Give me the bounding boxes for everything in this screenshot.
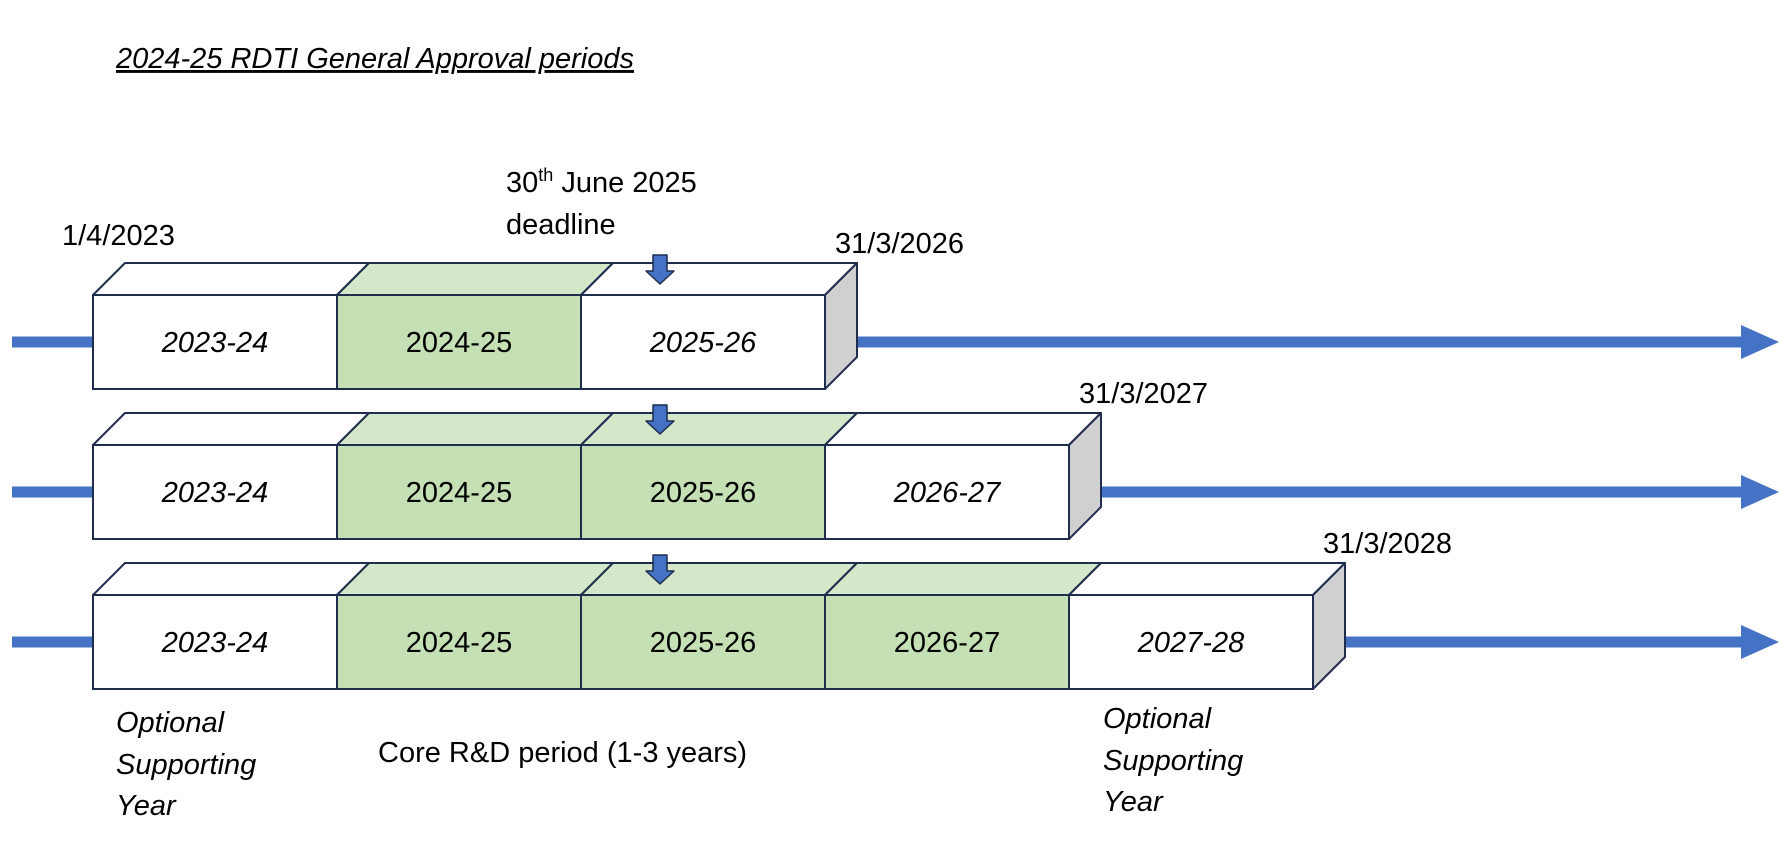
timeline-row: 2023-24 2024-25 2025-26 2026-27 31/3/2027 xyxy=(12,378,1779,540)
core-year-segment xyxy=(336,294,582,390)
year-label: 2027-28 xyxy=(1137,627,1244,659)
supporting-year-top xyxy=(1068,562,1346,596)
supporting-year-segment xyxy=(1068,594,1314,690)
supporting-year-top xyxy=(580,262,858,296)
right-optional-line: Supporting xyxy=(1103,745,1243,777)
left-optional-year-label: Optional Supporting Year xyxy=(116,707,264,822)
year-label: 2024-25 xyxy=(406,327,512,359)
supporting-year-top xyxy=(92,262,370,296)
year-label: 2025-26 xyxy=(650,627,756,659)
timeline-row: 2023-24 2024-25 2025-26 31/3/2026 xyxy=(12,228,1779,390)
end-date-label: 31/3/2028 xyxy=(1323,528,1452,560)
timeline-arrowhead xyxy=(1741,325,1779,359)
year-label: 2025-26 xyxy=(649,327,757,359)
core-year-top xyxy=(580,562,858,596)
end-date-label: 31/3/2027 xyxy=(1079,378,1208,410)
timeline-arrowhead xyxy=(1741,475,1779,509)
core-year-top xyxy=(336,562,614,596)
deadline-down-arrow xyxy=(645,254,675,285)
diagram-title: 2024-25 RDTI General Approval periods xyxy=(115,43,634,75)
end-date-label: 31/3/2026 xyxy=(835,228,964,260)
supporting-year-segment xyxy=(92,294,338,390)
box-end-face xyxy=(824,262,858,390)
box-end-face xyxy=(1312,562,1346,690)
right-optional-line: Optional xyxy=(1103,703,1213,735)
year-label: 2026-27 xyxy=(893,477,1002,509)
left-optional-line: Optional xyxy=(116,707,226,739)
timeline-arrowhead xyxy=(1741,625,1779,659)
deadline-down-arrow xyxy=(645,554,675,585)
year-label: 2024-25 xyxy=(406,627,512,659)
supporting-year-top xyxy=(824,412,1102,446)
right-optional-year-label: Optional Supporting Year xyxy=(1103,703,1251,818)
deadline-label: 30th June 2025 xyxy=(506,165,697,199)
deadline-down-arrow xyxy=(645,404,675,435)
deadline-month-year: June 2025 xyxy=(553,167,697,199)
core-year-segment xyxy=(336,444,582,540)
supporting-year-segment xyxy=(92,444,338,540)
core-year-top xyxy=(336,262,614,296)
year-label: 2023-24 xyxy=(161,627,268,659)
core-year-top xyxy=(824,562,1102,596)
year-label: 2025-26 xyxy=(650,477,756,509)
left-optional-line: Supporting xyxy=(116,749,256,781)
core-year-segment xyxy=(580,594,826,690)
start-date-label: 1/4/2023 xyxy=(62,220,175,252)
core-year-segment xyxy=(336,594,582,690)
deadline-day: 30 xyxy=(506,167,538,199)
year-label: 2024-25 xyxy=(406,477,512,509)
core-period-label: Core R&D period (1-3 years) xyxy=(378,737,747,769)
core-year-top xyxy=(580,412,858,446)
right-optional-line: Year xyxy=(1103,786,1164,818)
year-label: 2023-24 xyxy=(161,327,268,359)
deadline-word: deadline xyxy=(506,209,616,241)
supporting-year-top xyxy=(92,562,370,596)
box-end-face xyxy=(1068,412,1102,540)
year-label: 2026-27 xyxy=(894,627,1000,659)
core-year-top xyxy=(336,412,614,446)
year-label: 2023-24 xyxy=(161,477,268,509)
core-year-segment xyxy=(580,444,826,540)
core-year-segment xyxy=(824,594,1070,690)
timeline-row: 2023-24 2024-25 2025-26 2026-27 2027-28 31/3/… xyxy=(12,528,1779,690)
supporting-year-segment xyxy=(580,294,826,390)
left-optional-line: Year xyxy=(116,790,177,822)
deadline-ordinal: th xyxy=(538,165,553,185)
supporting-year-top xyxy=(92,412,370,446)
